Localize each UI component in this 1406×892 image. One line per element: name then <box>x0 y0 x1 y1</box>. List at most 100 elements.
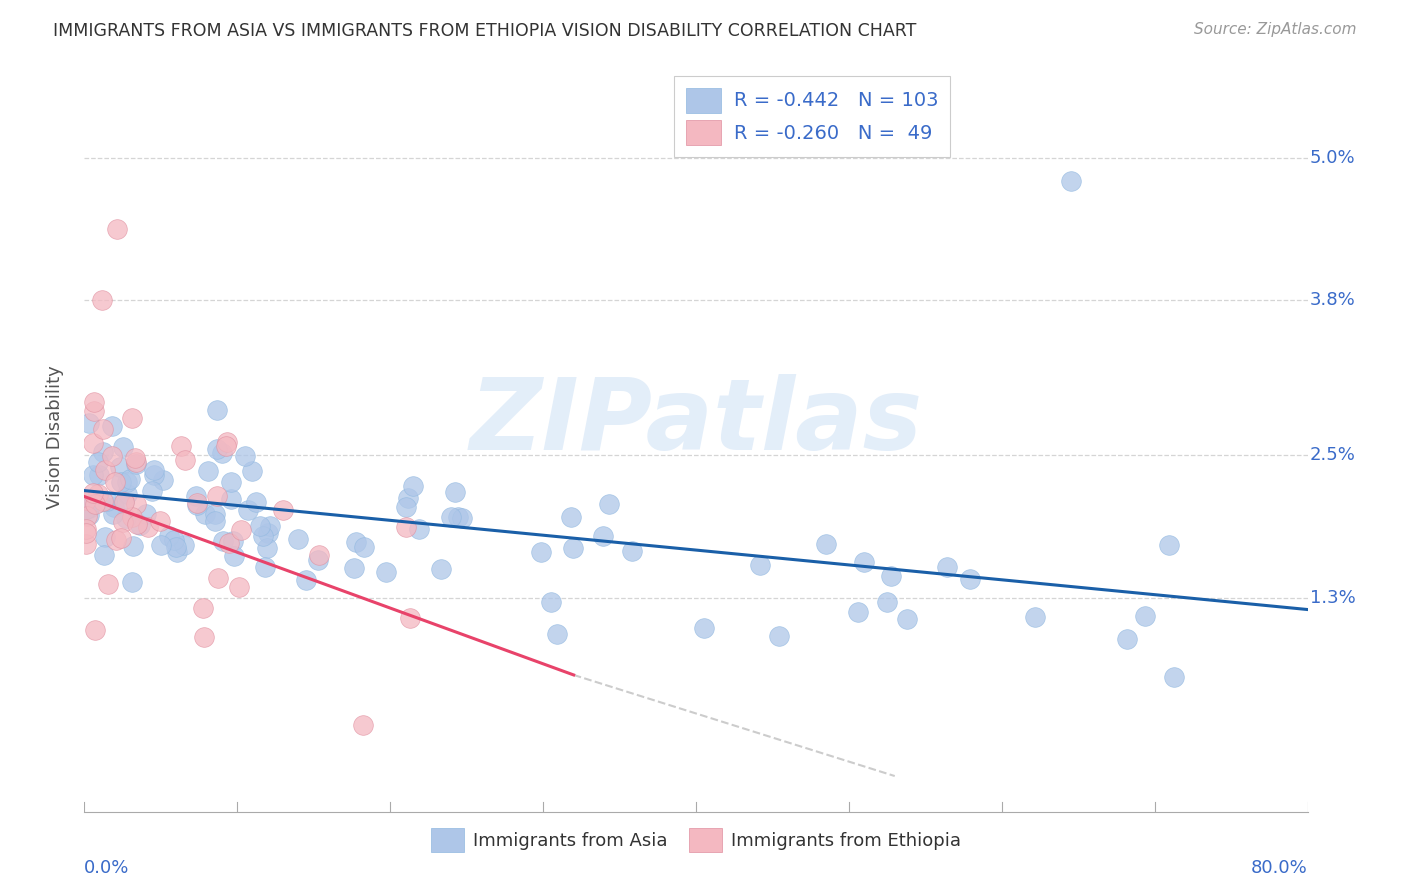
Point <box>395 520 418 534</box>
Point <box>880 569 903 583</box>
Point <box>194 507 217 521</box>
Point <box>186 496 208 510</box>
Point <box>118 472 141 486</box>
Text: 3.8%: 3.8% <box>1310 292 1355 310</box>
Point <box>204 507 226 521</box>
Point <box>256 541 278 555</box>
Point <box>93 548 115 562</box>
Point <box>307 552 329 566</box>
Point <box>693 621 716 635</box>
Point <box>253 560 276 574</box>
Point <box>157 529 180 543</box>
Point <box>374 565 396 579</box>
Point <box>768 629 790 643</box>
Point <box>440 510 463 524</box>
Point <box>125 497 148 511</box>
Point <box>143 463 166 477</box>
Point <box>353 540 375 554</box>
Point <box>1024 610 1046 624</box>
Point <box>236 503 259 517</box>
Point <box>96 494 118 508</box>
Point <box>77 416 100 430</box>
Point <box>529 544 551 558</box>
Legend: Immigrants from Asia, Immigrants from Ethiopia: Immigrants from Asia, Immigrants from Et… <box>425 822 967 859</box>
Point <box>110 531 132 545</box>
Text: 5.0%: 5.0% <box>1310 149 1355 167</box>
Point <box>935 559 957 574</box>
Point <box>205 490 228 504</box>
Point <box>152 474 174 488</box>
Point <box>562 541 585 555</box>
Point <box>111 440 134 454</box>
Point <box>1157 538 1180 552</box>
Point <box>215 434 238 449</box>
Point <box>344 535 367 549</box>
Point <box>186 498 208 512</box>
Point <box>105 533 128 548</box>
Point <box>295 574 318 588</box>
Text: ZIPatlas: ZIPatlas <box>470 374 922 471</box>
Point <box>75 502 97 516</box>
Point <box>211 446 233 460</box>
Point <box>124 450 146 465</box>
Point <box>77 508 100 522</box>
Point <box>121 509 143 524</box>
Point <box>546 627 568 641</box>
Point <box>125 517 148 532</box>
Point <box>87 454 110 468</box>
Point <box>1060 174 1083 188</box>
Point <box>218 535 240 549</box>
Point <box>184 489 207 503</box>
Point <box>129 518 152 533</box>
Point <box>121 574 143 589</box>
Point <box>231 523 253 537</box>
Point <box>75 522 97 536</box>
Point <box>221 492 243 507</box>
Point <box>87 487 110 501</box>
Point <box>100 450 122 464</box>
Point <box>560 510 582 524</box>
Point <box>115 475 138 490</box>
Point <box>207 572 229 586</box>
Point <box>165 540 187 554</box>
Point <box>1115 632 1137 646</box>
Point <box>846 605 869 619</box>
Point <box>245 494 267 508</box>
Point <box>121 411 143 425</box>
Point <box>173 538 195 552</box>
Point <box>896 612 918 626</box>
Text: IMMIGRANTS FROM ASIA VS IMMIGRANTS FROM ETHIOPIA VISION DISABILITY CORRELATION C: IMMIGRANTS FROM ASIA VS IMMIGRANTS FROM … <box>53 22 917 40</box>
Point <box>91 421 114 435</box>
Point <box>166 545 188 559</box>
Point <box>94 530 117 544</box>
Point <box>114 510 136 524</box>
Point <box>91 293 114 308</box>
Point <box>256 525 278 540</box>
Point <box>228 581 250 595</box>
Point <box>97 576 120 591</box>
Point <box>343 560 366 574</box>
Point <box>396 491 419 505</box>
Point <box>814 537 837 551</box>
Point <box>75 493 97 508</box>
Point <box>249 519 271 533</box>
Point <box>259 518 281 533</box>
Point <box>163 533 186 547</box>
Point <box>959 572 981 586</box>
Point <box>87 468 110 483</box>
Point <box>222 533 245 548</box>
Point <box>853 555 876 569</box>
Point <box>173 453 195 467</box>
Point <box>749 558 772 572</box>
Point <box>112 515 135 529</box>
Point <box>75 526 97 541</box>
Point <box>75 537 97 551</box>
Point <box>451 511 474 525</box>
Point <box>620 543 643 558</box>
Point <box>101 419 124 434</box>
Point <box>211 534 233 549</box>
Point <box>77 500 100 515</box>
Point <box>150 538 173 552</box>
Point <box>193 630 215 644</box>
Point <box>141 484 163 499</box>
